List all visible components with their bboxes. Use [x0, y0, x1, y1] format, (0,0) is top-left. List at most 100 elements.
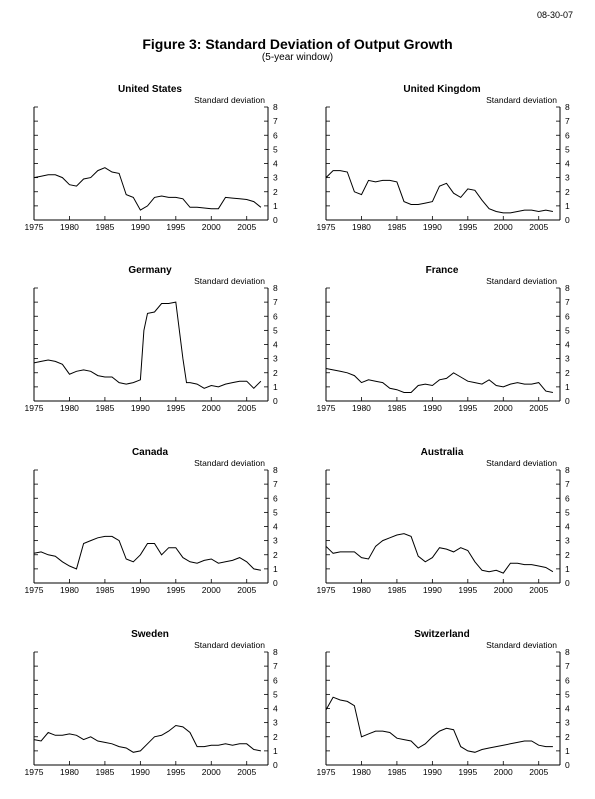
y-tick-label-united-kingdom: 7 [565, 116, 570, 126]
series-line-sweden [33, 724, 261, 753]
y-tick-label-united-kingdom: 8 [565, 102, 570, 112]
x-tick-label-germany: 1995 [166, 403, 185, 413]
y-tick-label-sweden: 4 [273, 704, 278, 714]
y-axis-label-switzerland: Standard deviation [486, 640, 557, 650]
y-tick-label-france: 6 [565, 311, 570, 321]
y-tick-label-canada: 4 [273, 522, 278, 532]
x-tick-label-australia: 1995 [458, 585, 477, 595]
y-tick-label-germany: 0 [273, 396, 278, 406]
panel-title-united-kingdom: United Kingdom [403, 84, 480, 95]
series-line-canada [33, 535, 261, 571]
x-tick-label-germany: 2005 [237, 403, 256, 413]
series-line-australia [325, 533, 554, 574]
x-tick-label-united-states: 1975 [25, 222, 44, 232]
y-tick-label-canada: 0 [273, 578, 278, 588]
y-tick-label-germany: 8 [273, 283, 278, 293]
y-tick-label-france: 0 [565, 396, 570, 406]
x-tick-label-switzerland: 1995 [458, 767, 477, 777]
x-tick-label-australia: 2000 [494, 585, 513, 595]
y-tick-label-australia: 1 [565, 564, 570, 574]
figure-date: 08-30-07 [536, 10, 573, 20]
y-tick-label-sweden: 8 [273, 647, 278, 657]
y-tick-label-france: 8 [565, 283, 570, 293]
x-tick-label-switzerland: 2005 [529, 767, 548, 777]
x-tick-label-sweden: 2000 [202, 767, 221, 777]
x-tick-label-united-kingdom: 1980 [352, 222, 371, 232]
x-tick-label-canada: 2005 [237, 585, 256, 595]
panel-title-germany: Germany [128, 265, 172, 276]
y-tick-label-canada: 8 [273, 465, 278, 475]
y-tick-label-canada: 1 [273, 564, 278, 574]
panel-title-switzerland: Switzerland [414, 629, 470, 640]
y-axis-label-sweden: Standard deviation [194, 640, 265, 650]
y-axis-label-australia: Standard deviation [486, 458, 557, 468]
y-tick-label-sweden: 3 [273, 718, 278, 728]
y-tick-label-united-states: 1 [273, 201, 278, 211]
x-tick-label-united-kingdom: 2000 [494, 222, 513, 232]
y-axis-label-united-kingdom: Standard deviation [486, 95, 557, 105]
x-tick-label-canada: 2000 [202, 585, 221, 595]
x-tick-label-canada: 1985 [95, 585, 114, 595]
x-tick-label-france: 2005 [529, 403, 548, 413]
x-tick-label-france: 1995 [458, 403, 477, 413]
y-tick-label-australia: 3 [565, 536, 570, 546]
x-tick-label-switzerland: 1980 [352, 767, 371, 777]
y-tick-label-germany: 2 [273, 368, 278, 378]
x-tick-label-canada: 1975 [25, 585, 44, 595]
y-tick-label-switzerland: 2 [565, 732, 570, 742]
y-tick-label-switzerland: 0 [565, 760, 570, 770]
y-tick-label-united-kingdom: 2 [565, 187, 570, 197]
x-tick-label-france: 1980 [352, 403, 371, 413]
y-tick-label-sweden: 5 [273, 689, 278, 699]
panel-title-united-states: United States [118, 84, 182, 95]
panel-title-australia: Australia [421, 447, 464, 458]
y-tick-label-canada: 2 [273, 550, 278, 560]
x-tick-label-australia: 2005 [529, 585, 548, 595]
x-tick-label-canada: 1990 [131, 585, 150, 595]
x-tick-label-germany: 1980 [60, 403, 79, 413]
y-tick-label-australia: 6 [565, 493, 570, 503]
series-line-germany [33, 301, 262, 390]
y-tick-label-germany: 4 [273, 340, 278, 350]
x-tick-label-sweden: 1980 [60, 767, 79, 777]
y-tick-label-france: 5 [565, 325, 570, 335]
x-tick-label-germany: 1985 [95, 403, 114, 413]
y-tick-label-sweden: 7 [273, 661, 278, 671]
panel-title-france: France [426, 265, 459, 276]
y-tick-label-united-kingdom: 4 [565, 159, 570, 169]
y-tick-label-germany: 1 [273, 382, 278, 392]
y-tick-label-united-states: 2 [273, 187, 278, 197]
x-tick-label-sweden: 1985 [95, 767, 114, 777]
y-tick-label-germany: 6 [273, 311, 278, 321]
x-tick-label-united-kingdom: 1975 [317, 222, 336, 232]
x-tick-label-sweden: 1995 [166, 767, 185, 777]
x-tick-label-sweden: 2005 [237, 767, 256, 777]
y-axis-label-united-states: Standard deviation [194, 95, 265, 105]
x-tick-label-united-states: 1985 [95, 222, 114, 232]
y-tick-label-united-kingdom: 1 [565, 201, 570, 211]
y-tick-label-germany: 5 [273, 325, 278, 335]
y-tick-label-switzerland: 3 [565, 718, 570, 728]
y-tick-label-sweden: 6 [273, 675, 278, 685]
x-tick-label-united-kingdom: 1990 [423, 222, 442, 232]
x-tick-label-switzerland: 2000 [494, 767, 513, 777]
x-tick-label-france: 1975 [317, 403, 336, 413]
y-tick-label-switzerland: 4 [565, 704, 570, 714]
x-tick-label-germany: 1990 [131, 403, 150, 413]
y-tick-label-sweden: 1 [273, 746, 278, 756]
y-tick-label-united-kingdom: 0 [565, 215, 570, 225]
y-tick-label-switzerland: 1 [565, 746, 570, 756]
y-axis-label-canada: Standard deviation [194, 458, 265, 468]
x-tick-label-united-states: 2000 [202, 222, 221, 232]
x-tick-label-germany: 2000 [202, 403, 221, 413]
x-tick-label-australia: 1975 [317, 585, 336, 595]
y-tick-label-switzerland: 6 [565, 675, 570, 685]
x-tick-label-australia: 1980 [352, 585, 371, 595]
y-tick-label-united-states: 4 [273, 159, 278, 169]
y-tick-label-sweden: 0 [273, 760, 278, 770]
x-tick-label-canada: 1995 [166, 585, 185, 595]
y-tick-label-france: 4 [565, 340, 570, 350]
series-line-united-states [33, 167, 262, 211]
y-tick-label-germany: 7 [273, 297, 278, 307]
